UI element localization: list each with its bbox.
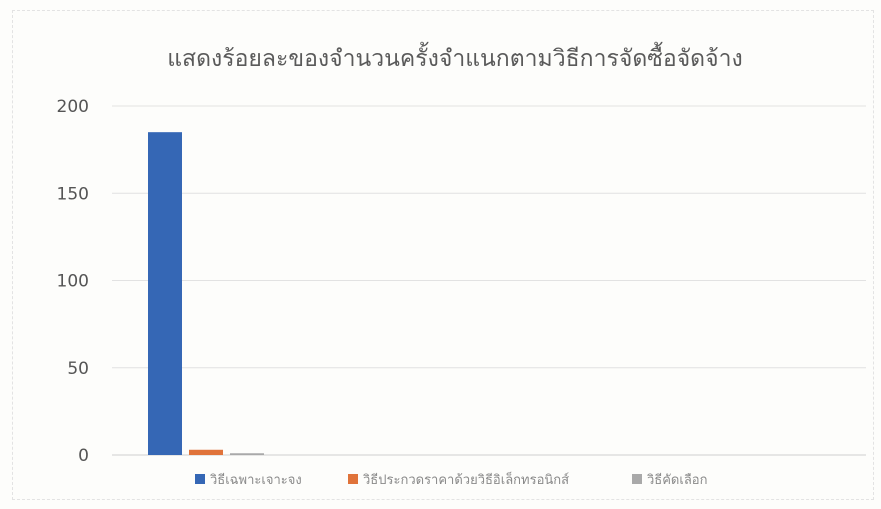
- y-tick-label: 50: [67, 359, 89, 379]
- bars: [148, 132, 264, 456]
- legend: วิธีเฉพาะเจาะจง วิธีประกวดราคาด้วยวิธีอิเ…: [195, 470, 707, 488]
- gridlines: [112, 105, 866, 456]
- y-tick-label: 0: [78, 446, 89, 466]
- bar-3: [230, 453, 264, 455]
- bar-2: [189, 449, 223, 455]
- y-tick-label: 200: [57, 97, 89, 117]
- bar-1: [148, 132, 182, 456]
- chart-frame: [12, 10, 874, 500]
- chart-title: แสดงร้อยละของจำนวนครั้งจำแนกตามวิธีการจั…: [167, 42, 743, 72]
- y-tick-label: 100: [57, 272, 89, 292]
- legend-swatch-1: [195, 474, 205, 484]
- legend-swatch-3: [632, 474, 642, 484]
- y-axis-ticks: 0 50 100 150 200: [57, 97, 89, 466]
- legend-swatch-2: [348, 474, 358, 484]
- legend-label-3: วิธีคัดเลือก: [646, 472, 707, 488]
- legend-label-2: วิธีประกวดราคาด้วยวิธีอิเล็กทรอนิกส์: [362, 470, 569, 488]
- legend-label-1: วิธีเฉพาะเจาะจง: [209, 472, 301, 488]
- y-tick-label: 150: [57, 184, 89, 204]
